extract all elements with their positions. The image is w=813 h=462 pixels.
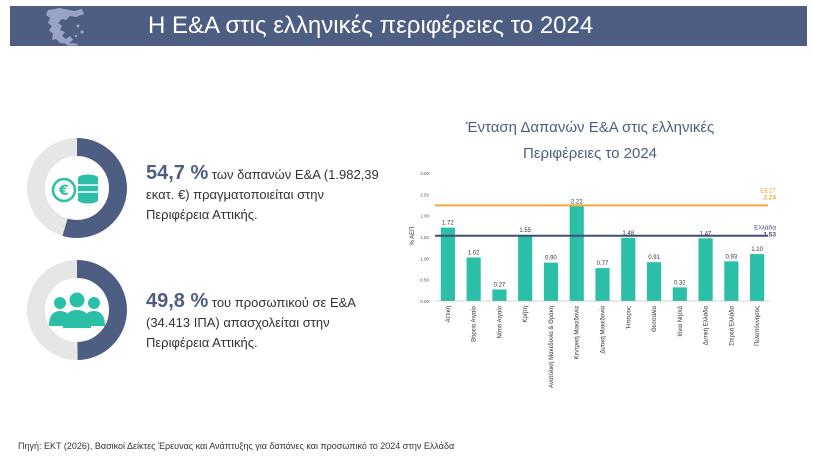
bar-value-label: 0.93 bbox=[726, 254, 738, 260]
bar bbox=[672, 287, 687, 301]
bar bbox=[698, 238, 713, 301]
source-note: Πηγή: ΕΚΤ (2026), Βασικοί Δείκτες Έρευνα… bbox=[18, 441, 455, 451]
y-tick-label: 2.50 bbox=[420, 192, 429, 197]
bar bbox=[724, 261, 739, 301]
category-label: Ήπειρος bbox=[626, 306, 632, 330]
category-label: Αττική bbox=[445, 306, 452, 322]
page-title: Η Ε&Α στις ελληνικές περιφέρειες το 2024 bbox=[148, 12, 594, 39]
category-label: Βόρειο Αιγαίο bbox=[471, 305, 478, 342]
chart-title-line1: Ένταση Δαπανών Ε&Α στις ελληνικές bbox=[465, 119, 715, 136]
bar-value-label: 0.90 bbox=[545, 256, 557, 262]
category-label: Νότιο Αιγαίο bbox=[496, 305, 503, 338]
bar bbox=[518, 234, 533, 301]
bar bbox=[750, 254, 765, 301]
reference-line-name: Ελλάδα bbox=[754, 224, 776, 232]
bar-value-label: 2.22 bbox=[571, 199, 583, 205]
people-group-icon bbox=[49, 292, 105, 328]
euro-coins-icon: € bbox=[51, 174, 98, 204]
personnel-donut-share bbox=[76, 260, 127, 360]
y-tick-label: 0.50 bbox=[420, 278, 429, 283]
chart-title-line2: Περιφέρειες το 2024 bbox=[522, 145, 658, 162]
y-tick-label: 2.00 bbox=[420, 214, 429, 219]
bar-value-label: 0.91 bbox=[648, 255, 660, 261]
category-label: Στερεά Ελλάδα bbox=[728, 305, 735, 345]
bar-value-label: 0.32 bbox=[674, 280, 686, 286]
rd-intensity-chart: 0.00 0.50 1.00 1.50 2.00 2.50 3.00 % ΑΕΠ 1.72 Αττ… bbox=[410, 171, 776, 388]
bar bbox=[621, 237, 636, 301]
expenditure-text: των δαπανών Ε&Α (1.982,39 εκατ. €) πραγμ… bbox=[146, 167, 379, 222]
bar-value-label: 1.48 bbox=[622, 231, 634, 237]
reference-line-name: ΕΕ27 bbox=[760, 187, 776, 194]
bar bbox=[440, 227, 455, 301]
category-label: Δυτική Ελλάδα bbox=[703, 305, 710, 345]
y-tick-label: 3.00 bbox=[420, 171, 429, 176]
bar-value-label: 1.47 bbox=[700, 231, 712, 237]
bar-value-label: 1.10 bbox=[751, 247, 763, 253]
greece-map-icon bbox=[46, 8, 84, 46]
personnel-percent: 49,8 % bbox=[146, 290, 209, 312]
category-label: Κεντρική Μακεδονία bbox=[574, 305, 581, 359]
bar-value-label: 1.72 bbox=[442, 221, 454, 227]
y-axis-label: % ΑΕΠ bbox=[410, 226, 416, 245]
personnel-stat: 49,8 % του προσωπικού σε Ε&Α (34.413 ΙΠΑ… bbox=[146, 291, 386, 353]
bar-value-label: 0.27 bbox=[494, 282, 506, 288]
category-label: Ιόνια Νησιά bbox=[677, 305, 684, 336]
y-tick-label: 0.00 bbox=[420, 299, 429, 304]
category-label: Κρήτη bbox=[522, 306, 529, 322]
bar bbox=[543, 262, 559, 301]
category-label: Θεσσαλία bbox=[652, 305, 658, 332]
bar bbox=[569, 206, 584, 301]
svg-text:€: € bbox=[58, 183, 69, 199]
bar-value-label: 1.55 bbox=[519, 228, 531, 234]
bar-value-label: 0.77 bbox=[597, 261, 609, 267]
bar bbox=[646, 262, 662, 301]
category-label: Ανατολική Μακεδονία & Θράκη bbox=[548, 306, 555, 388]
bar-value-label: 1.02 bbox=[468, 250, 480, 256]
reference-line-value: 2.24 bbox=[763, 194, 776, 201]
y-tick-label: 1.50 bbox=[420, 235, 429, 240]
category-label: Δυτική Μακεδονία bbox=[600, 305, 607, 353]
expenditure-stat: 54,7 % των δαπανών Ε&Α (1.982,39 εκατ. €… bbox=[146, 163, 386, 225]
expenditure-donut: € bbox=[27, 138, 127, 238]
y-tick-label: 1.00 bbox=[420, 256, 429, 261]
bar bbox=[492, 289, 507, 301]
expenditure-percent: 54,7 % bbox=[146, 162, 209, 184]
category-label: Πελοπόννησος bbox=[754, 306, 761, 346]
bar bbox=[466, 257, 481, 301]
reference-line-value: 1.53 bbox=[763, 232, 776, 239]
personnel-text: του προσωπικού σε Ε&Α (34.413 ΙΠΑ) απασχ… bbox=[146, 295, 356, 350]
bar bbox=[595, 268, 610, 301]
expenditure-donut-share bbox=[62, 138, 127, 238]
personnel-donut bbox=[27, 260, 127, 360]
header-bar: Η Ε&Α στις ελληνικές περιφέρειες το 2024 bbox=[10, 6, 807, 46]
